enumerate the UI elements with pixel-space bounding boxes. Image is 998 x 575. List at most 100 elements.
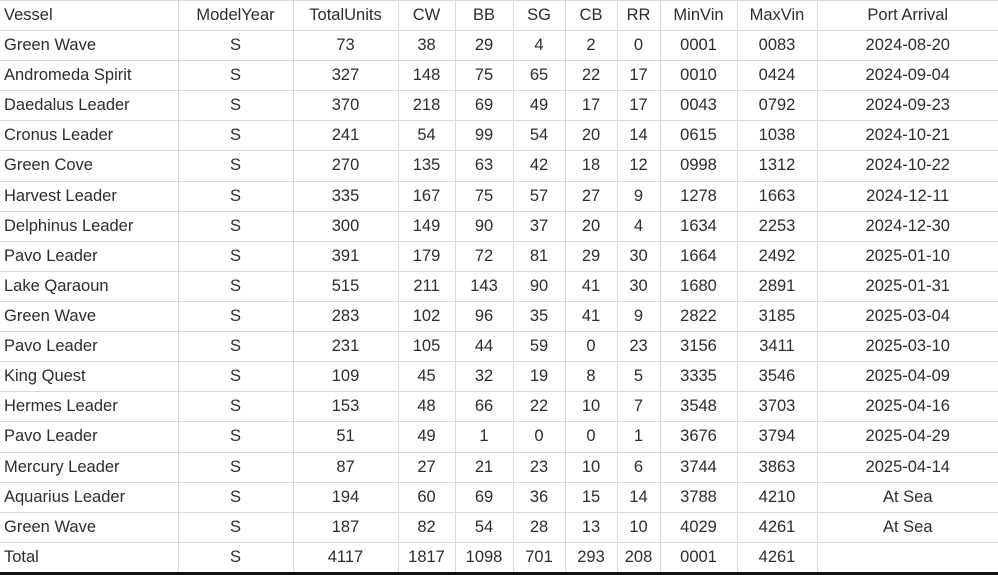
cell-sg: 36 — [513, 481, 566, 513]
cell-max_vin: 1663 — [737, 180, 818, 212]
table-row: Pavo Leader S 391 179 72 81 29 30 1664 2492 2025-0… — [0, 240, 998, 272]
cell-max_vin: 4261 — [737, 511, 818, 543]
cell-min_vin: 1664 — [660, 240, 738, 272]
cell-cb: 10 — [565, 451, 618, 483]
column-header-vessel: Vessel — [0, 0, 179, 31]
cell-cb: 10 — [565, 391, 618, 423]
cell-rr: 17 — [617, 90, 661, 122]
cell-total_units: 270 — [293, 150, 399, 182]
cell-sg: 54 — [513, 120, 566, 152]
column-header-cw: CW — [398, 0, 456, 31]
cell-rr: 17 — [617, 60, 661, 92]
table-row: Green Wave S 73 38 29 4 2 0 0001 0083 2024-08-20 — [0, 29, 998, 62]
cell-bb: 90 — [455, 210, 514, 242]
cell-cb: 13 — [565, 511, 618, 543]
cell-cb: 22 — [565, 60, 618, 92]
cell-model_year: S — [178, 150, 294, 182]
cell-port_arrival: 2024-10-21 — [817, 120, 998, 152]
cell-cb: 29 — [565, 240, 618, 272]
column-header-port_arrival: Port Arrival — [817, 0, 998, 31]
cell-sg: 0 — [513, 421, 566, 453]
cell-bb: 29 — [455, 29, 514, 62]
cell-cw: 218 — [398, 90, 456, 122]
cell-max_vin: 2891 — [737, 270, 818, 302]
cell-cb: 0 — [565, 331, 618, 363]
cell-model_year: S — [178, 90, 294, 122]
cell-total_units: 194 — [293, 481, 399, 513]
cell-total_units: 4117 — [293, 541, 399, 575]
cell-port_arrival: 2025-01-31 — [817, 270, 998, 302]
cell-min_vin: 4029 — [660, 511, 738, 543]
cell-bb: 32 — [455, 361, 514, 393]
cell-vessel: King Quest — [0, 361, 179, 393]
cell-port_arrival: 2025-04-16 — [817, 391, 998, 423]
cell-total_units: 370 — [293, 90, 399, 122]
cell-cw: 82 — [398, 511, 456, 543]
cell-total_units: 327 — [293, 60, 399, 92]
cell-max_vin: 4261 — [737, 541, 818, 575]
cell-bb: 96 — [455, 300, 514, 333]
cell-vessel: Harvest Leader — [0, 180, 179, 212]
cell-model_year: S — [178, 451, 294, 483]
table-row: Green Wave S 187 82 54 28 13 10 4029 4261 At Sea — [0, 511, 998, 543]
cell-vessel: Lake Qaraoun — [0, 270, 179, 302]
cell-min_vin: 3335 — [660, 361, 738, 393]
cell-total_units: 87 — [293, 451, 399, 483]
cell-max_vin: 3794 — [737, 421, 818, 453]
cell-total_units: 187 — [293, 511, 399, 543]
cell-bb: 72 — [455, 240, 514, 272]
cell-sg: 35 — [513, 300, 566, 333]
table-row: Green Wave S 283 102 96 35 41 9 2822 3185 2025-03-… — [0, 300, 998, 333]
cell-max_vin: 0792 — [737, 90, 818, 122]
cell-rr: 23 — [617, 331, 661, 363]
cell-max_vin: 3411 — [737, 331, 818, 363]
cell-sg: 19 — [513, 361, 566, 393]
cell-cw: 49 — [398, 421, 456, 453]
cell-rr: 12 — [617, 150, 661, 182]
column-header-rr: RR — [617, 0, 661, 31]
cell-sg: 701 — [513, 541, 566, 575]
table-row: Delphinus Leader S 300 149 90 37 20 4 1634 2253 20… — [0, 210, 998, 242]
cell-total_units: 153 — [293, 391, 399, 423]
cell-rr: 208 — [617, 541, 661, 575]
cell-sg: 42 — [513, 150, 566, 182]
cell-port_arrival: At Sea — [817, 511, 998, 543]
cell-sg: 57 — [513, 180, 566, 212]
cell-min_vin: 2822 — [660, 300, 738, 333]
cell-cw: 148 — [398, 60, 456, 92]
cell-rr: 7 — [617, 391, 661, 423]
cell-min_vin: 1278 — [660, 180, 738, 212]
cell-max_vin: 3185 — [737, 300, 818, 333]
table-row: Pavo Leader S 231 105 44 59 0 23 3156 3411 2025-03… — [0, 331, 998, 363]
column-header-min_vin: MinVin — [660, 0, 738, 31]
table-row: Cronus Leader S 241 54 99 54 20 14 0615 1038 2024-… — [0, 120, 998, 152]
cell-vessel: Delphinus Leader — [0, 210, 179, 242]
table-row: Andromeda Spirit S 327 148 75 65 22 17 0010 0424 2… — [0, 60, 998, 92]
cell-vessel: Aquarius Leader — [0, 481, 179, 513]
cell-model_year: S — [178, 300, 294, 333]
cell-port_arrival: 2025-03-10 — [817, 331, 998, 363]
cell-rr: 4 — [617, 210, 661, 242]
cell-cb: 20 — [565, 120, 618, 152]
cell-model_year: S — [178, 361, 294, 393]
cell-model_year: S — [178, 210, 294, 242]
cell-cw: 149 — [398, 210, 456, 242]
cell-cw: 211 — [398, 270, 456, 302]
cell-vessel: Green Wave — [0, 29, 179, 62]
cell-min_vin: 0998 — [660, 150, 738, 182]
cell-model_year: S — [178, 511, 294, 543]
table-body: Green Wave S 73 38 29 4 2 0 0001 0083 2024-08-20 An… — [0, 29, 998, 575]
cell-model_year: S — [178, 180, 294, 212]
cell-rr: 14 — [617, 120, 661, 152]
cell-min_vin: 1680 — [660, 270, 738, 302]
cell-min_vin: 3744 — [660, 451, 738, 483]
cell-sg: 28 — [513, 511, 566, 543]
cell-vessel: Cronus Leader — [0, 120, 179, 152]
cell-bb: 63 — [455, 150, 514, 182]
cell-vessel: Pavo Leader — [0, 240, 179, 272]
cell-model_year: S — [178, 481, 294, 513]
cell-max_vin: 4210 — [737, 481, 818, 513]
cell-max_vin: 1038 — [737, 120, 818, 152]
cell-total_units: 73 — [293, 29, 399, 62]
